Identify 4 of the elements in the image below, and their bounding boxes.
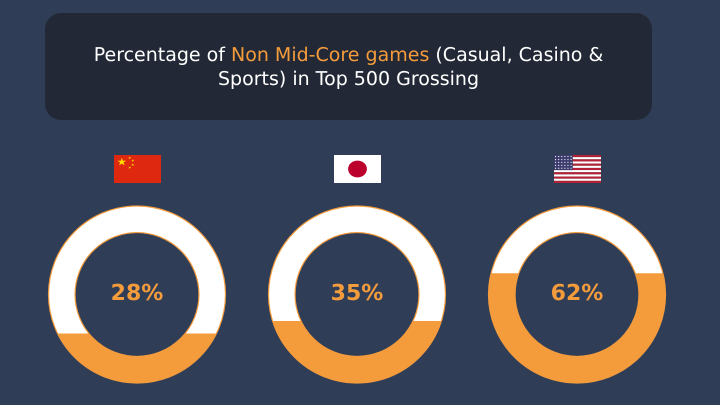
data-label: 35% xyxy=(330,281,384,306)
data-label: 28% xyxy=(110,281,164,306)
text: Percentage of Non Mid-Core games (Casual, Casino & Sports) in Top 500 Grossing xyxy=(94,44,604,90)
data-label: 62% xyxy=(550,281,604,306)
